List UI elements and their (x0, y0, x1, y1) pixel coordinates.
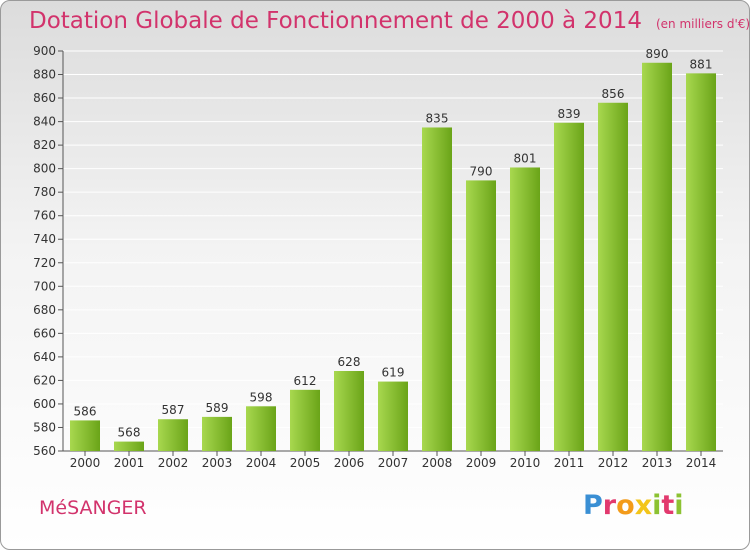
bar-value-label: 598 (250, 390, 273, 404)
bar-value-label: 619 (382, 366, 405, 380)
bar-value-label: 881 (690, 57, 713, 71)
y-tick-label: 560 (33, 444, 56, 458)
x-tick-label: 2008 (422, 456, 453, 470)
y-tick-label: 880 (33, 68, 56, 82)
y-tick-label: 580 (33, 420, 56, 434)
x-tick-label: 2006 (334, 456, 365, 470)
bar (642, 62, 672, 451)
chart-subtitle: (en milliers d'€) (655, 17, 750, 31)
chart-title-text: Dotation Globale de Fonctionnement de 20… (29, 8, 642, 34)
x-tick-label: 2001 (114, 456, 145, 470)
bar-value-label: 801 (514, 151, 537, 165)
bar (70, 420, 100, 451)
bars (70, 62, 716, 452)
x-tick-label: 2011 (554, 456, 585, 470)
logo-letter: t (661, 490, 675, 521)
logo-letter: x (634, 490, 653, 521)
bar-value-label: 587 (162, 403, 185, 417)
y-tick-label: 720 (33, 256, 56, 270)
chart-title: Dotation Globale de Fonctionnement de 20… (29, 8, 750, 34)
y-tick-label: 640 (33, 350, 56, 364)
bar (510, 167, 540, 451)
logo-letter: P (583, 490, 603, 521)
bar (290, 389, 320, 451)
x-tick-label: 2010 (510, 456, 541, 470)
bar (158, 419, 188, 451)
value-labels: 586 568 587 589 598 612 628 619 835 790 801 839 856 8… (74, 47, 713, 440)
bar-value-label: 890 (646, 47, 669, 61)
y-tick-label: 800 (33, 162, 56, 176)
logo-letter: r (602, 490, 617, 521)
y-tick-label: 700 (33, 279, 56, 293)
y-tick-label: 620 (33, 373, 56, 387)
bar-value-label: 589 (206, 401, 229, 415)
bar-value-label: 586 (74, 404, 97, 418)
y-tick-label: 840 (33, 115, 56, 129)
bar-value-label: 612 (294, 374, 317, 388)
bar (466, 180, 496, 452)
y-tick-label: 600 (33, 397, 56, 411)
y-tick-label: 680 (33, 303, 56, 317)
y-tick-label: 860 (33, 91, 56, 105)
y-tick-label: 820 (33, 138, 56, 152)
x-tick-labels: 2000 2001 2002 2003 2004 2005 2006 2007 2008 2009… (70, 456, 717, 470)
bar-value-label: 856 (602, 87, 625, 101)
x-tick-label: 2007 (378, 456, 409, 470)
x-tick-label: 2009 (466, 456, 497, 470)
y-tick-label: 740 (33, 232, 56, 246)
x-tick-label: 2004 (246, 456, 277, 470)
town-name: MéSANGER (39, 497, 147, 519)
bar (686, 73, 716, 452)
logo-letter: i (652, 490, 662, 521)
logo-letter: o (616, 490, 635, 521)
x-tick-label: 2002 (158, 456, 189, 470)
bar (378, 381, 408, 451)
bar (202, 416, 232, 451)
bar-value-label: 790 (470, 164, 493, 178)
bar (334, 371, 364, 451)
bar-value-label: 568 (118, 426, 141, 440)
logo-letter: i (674, 490, 684, 521)
bar (114, 441, 144, 451)
x-tick-label: 2003 (202, 456, 233, 470)
bar (554, 122, 584, 451)
y-tick-label: 900 (33, 44, 56, 58)
x-tick-label: 2005 (290, 456, 321, 470)
y-tick-label: 760 (33, 209, 56, 223)
x-tick-label: 2014 (686, 456, 717, 470)
bar-value-label: 839 (558, 107, 581, 121)
x-tick-label: 2000 (70, 456, 101, 470)
y-tick-labels: 560 580 600 620 640 660 680 700 720 740 760 780 800 8… (33, 44, 56, 458)
bar-value-label: 835 (426, 111, 449, 125)
proxiti-logo: Proxiti (583, 490, 684, 521)
y-tick-label: 660 (33, 326, 56, 340)
bar (422, 127, 452, 452)
x-tick-label: 2012 (598, 456, 629, 470)
y-tick-label: 780 (33, 185, 56, 199)
bar (598, 102, 628, 451)
bar-value-label: 628 (338, 355, 361, 369)
x-tick-label: 2013 (642, 456, 673, 470)
bar (246, 406, 276, 451)
